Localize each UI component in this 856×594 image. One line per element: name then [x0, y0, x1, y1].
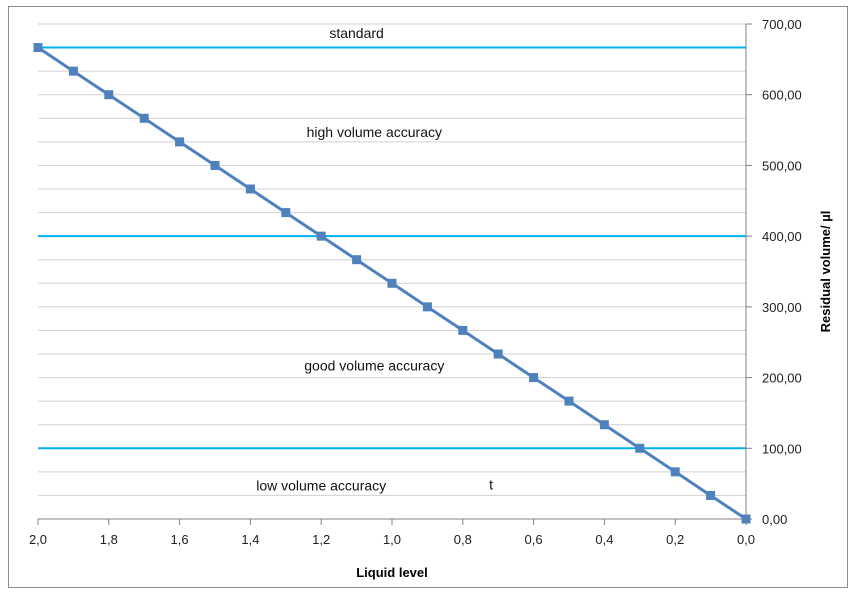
annotations: standard high volume accuracy good volume …: [256, 25, 493, 494]
data-point: [564, 396, 574, 406]
data-point: [175, 137, 185, 147]
y-tick-label: 600,00: [762, 88, 802, 103]
series-layer: [33, 43, 751, 524]
reference-lines: [38, 46, 746, 450]
y-axis-title: Residual volume/ µl: [818, 211, 833, 333]
annotation-label: t: [489, 476, 493, 492]
x-tick-label: 1,6: [171, 532, 189, 547]
data-point: [635, 443, 645, 453]
data-point: [139, 113, 149, 123]
data-point: [706, 490, 716, 500]
annotation-label: high volume accuracy: [307, 124, 442, 140]
data-point: [422, 302, 432, 312]
y-tick-label: 100,00: [762, 441, 802, 456]
data-point: [68, 66, 78, 76]
x-tick-label: 1,0: [383, 532, 401, 547]
x-tick-label: 0,8: [454, 532, 472, 547]
data-point: [281, 208, 291, 218]
x-tick-label: 0,4: [595, 532, 613, 547]
data-point: [493, 349, 503, 359]
axes: 2,0 1,8 1,6 1,4 1,2 1,0 0,8 0,6 0,4 0,2 0,0 0,00 100…: [29, 17, 802, 547]
y-tick-label: 0,00: [762, 512, 787, 527]
data-point: [741, 514, 751, 524]
data-point: [458, 325, 468, 335]
x-axis-title: Liquid level: [356, 565, 428, 580]
x-tick-label: 0,0: [737, 532, 755, 547]
y-tick-label: 700,00: [762, 17, 802, 32]
data-point: [670, 467, 680, 477]
data-point: [104, 90, 114, 100]
x-tick-label: 1,4: [241, 532, 259, 547]
y-tick-label: 500,00: [762, 158, 802, 173]
y-tick-label: 400,00: [762, 229, 802, 244]
x-tick-label: 0,2: [666, 532, 684, 547]
data-point: [352, 255, 362, 265]
annotation-label: standard: [329, 25, 383, 41]
y-tick-label: 200,00: [762, 371, 802, 386]
data-point: [316, 231, 326, 241]
annotation-label: good volume accuracy: [304, 358, 444, 374]
annotation-label: low volume accuracy: [256, 478, 386, 494]
y-tick-label: 300,00: [762, 300, 802, 315]
x-tick-label: 1,2: [312, 532, 330, 547]
data-point: [529, 373, 539, 383]
x-tick-label: 0,6: [525, 532, 543, 547]
x-tick-label: 2,0: [29, 532, 47, 547]
data-point: [245, 184, 255, 194]
x-tick-label: 1,8: [100, 532, 118, 547]
data-point: [210, 160, 220, 170]
data-point: [599, 420, 609, 430]
data-point: [387, 278, 397, 288]
data-point: [33, 43, 43, 53]
